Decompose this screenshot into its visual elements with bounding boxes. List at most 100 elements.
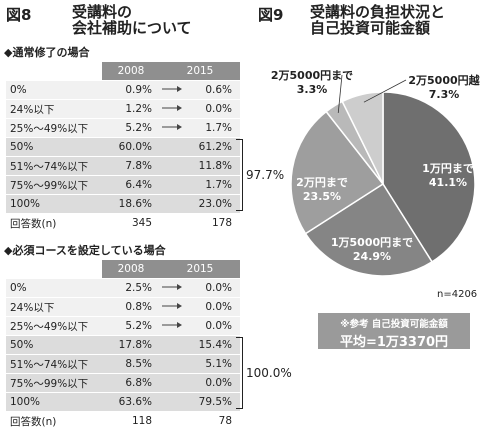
value-2008: 345 <box>102 213 160 233</box>
table-row: 75%〜99%以下 6.4% 1.7% <box>6 175 241 195</box>
row-label: 0% <box>6 278 102 298</box>
value-2008: 6.8% <box>102 373 160 393</box>
value-2008: 7.8% <box>102 156 160 176</box>
value-2015: 23.0% <box>184 194 241 214</box>
row-label: 25%〜49%以下 <box>6 316 102 336</box>
value-2008: 6.4% <box>102 175 160 195</box>
arrow-icon <box>160 213 184 233</box>
table2-bracket <box>236 337 243 409</box>
fig9-number: 図9 <box>258 6 284 24</box>
value-2008: 18.6% <box>102 194 160 214</box>
table-row: 100% 63.6% 79.5% <box>6 392 241 412</box>
fig8-number: 図8 <box>6 6 32 24</box>
arrow-icon <box>160 278 184 298</box>
table-row: 回答数(n) 345 178 <box>6 213 241 233</box>
slice-label: 2万円まで <box>296 176 348 189</box>
row-label: 75%〜99%以下 <box>6 175 102 195</box>
value-2008: 0.8% <box>102 297 160 317</box>
table-row: 25%〜49%以下 5.2% 0.0% <box>6 316 241 336</box>
table-row: 75%〜99%以下 6.8% 0.0% <box>6 373 241 393</box>
sample-size-note: n=4206 <box>437 289 478 300</box>
value-2015: 1.7% <box>184 175 241 195</box>
value-2008: 118 <box>102 411 160 431</box>
table-row: 24%以下 0.8% 0.0% <box>6 297 241 317</box>
value-2015: 0.0% <box>184 278 241 298</box>
value-2008: 2.5% <box>102 278 160 298</box>
slice-value-label: 23.5% <box>303 190 341 203</box>
value-2015: 1.7% <box>184 118 241 138</box>
value-2015: 78 <box>184 411 241 431</box>
pie-slice <box>290 110 385 235</box>
reference-value: 平均=1万3370円 <box>339 335 449 350</box>
arrow-icon <box>160 411 184 431</box>
row-label: 100% <box>6 194 102 214</box>
row-label: 50% <box>6 335 102 355</box>
value-2008: 5.2% <box>102 118 160 138</box>
arrow-icon <box>160 80 184 100</box>
row-label: 25%〜49%以下 <box>6 118 102 138</box>
value-2008: 5.2% <box>102 316 160 336</box>
arrow-icon <box>160 335 184 355</box>
fig8-title-line1: 受講料の <box>72 3 133 21</box>
pie-slice <box>304 182 434 277</box>
value-2008: 63.6% <box>102 392 160 412</box>
fig9-title-line2: 自己投資可能金額 <box>310 19 431 37</box>
slice-value-label: 7.3% <box>429 88 460 101</box>
table-row: 51%〜74%以下 8.5% 5.1% <box>6 354 241 374</box>
value-2015: 0.0% <box>184 316 241 336</box>
value-2015: 11.8% <box>184 156 241 176</box>
table-row: 50% 17.8% 15.4% <box>6 335 241 355</box>
value-2015: 0.0% <box>184 297 241 317</box>
value-2008: 8.5% <box>102 354 160 374</box>
value-2015: 61.2% <box>184 137 241 157</box>
fig9-title-line1: 受講料の負担状況と <box>310 3 446 21</box>
table2: 2008 2015 0% 2.5% 0.0% 24%以下 0.8% 0.0% 25%〜49%… <box>6 260 241 431</box>
table1-body: 0% 0.9% 0.6% 24%以下 1.2% 0.0% 25%〜49%以下 5.2% 1.7%… <box>6 80 241 233</box>
row-label: 100% <box>6 392 102 412</box>
row-label: 0% <box>6 80 102 100</box>
table2-year-2008: 2008 <box>102 260 160 279</box>
arrow-icon <box>160 99 184 119</box>
leader-line <box>337 74 343 113</box>
slice-label: 2万5000円越 <box>408 73 480 87</box>
pie-slice <box>382 91 476 263</box>
slice-label: 2万5000円まで <box>271 69 353 82</box>
value-2015: 0.0% <box>184 373 241 393</box>
table1-corner <box>6 62 102 81</box>
fig8-title-line2: 会社補助について <box>72 19 192 37</box>
value-2015: 79.5% <box>184 392 241 412</box>
table-row: 24%以下 1.2% 0.0% <box>6 99 241 119</box>
arrow-icon <box>160 175 184 195</box>
row-label: 75%〜99%以下 <box>6 373 102 393</box>
value-2015: 5.1% <box>184 354 241 374</box>
slice-label: 1万5000円まで <box>331 236 413 249</box>
table1-year-2015: 2015 <box>160 62 241 81</box>
arrow-icon <box>160 118 184 138</box>
table1-bracket-total: 97.7% <box>246 168 285 182</box>
pie-slice <box>325 100 384 185</box>
table2-heading: ◆必須コースを設定している場合 <box>4 244 166 257</box>
table-row: 25%〜49%以下 5.2% 1.7% <box>6 118 241 138</box>
table2-corner <box>6 260 102 279</box>
value-2015: 15.4% <box>184 335 241 355</box>
table-row: 50% 60.0% 61.2% <box>6 137 241 157</box>
value-2015: 0.0% <box>184 99 241 119</box>
arrow-icon <box>160 156 184 176</box>
arrow-icon <box>160 194 184 214</box>
arrow-icon <box>160 392 184 412</box>
leader-line <box>363 79 407 103</box>
arrow-icon <box>160 297 184 317</box>
slice-value-label: 3.3% <box>297 83 328 96</box>
value-2015: 0.6% <box>184 80 241 100</box>
row-label: 24%以下 <box>6 297 102 317</box>
value-2008: 0.9% <box>102 80 160 100</box>
reference-title: ※参考 自己投資可能金額 <box>340 319 448 330</box>
slice-value-label: 24.9% <box>353 250 391 263</box>
table-row: 0% 2.5% 0.0% <box>6 278 241 298</box>
table-row: 51%〜74%以下 7.8% 11.8% <box>6 156 241 176</box>
table-row: 0% 0.9% 0.6% <box>6 80 241 100</box>
row-label: 24%以下 <box>6 99 102 119</box>
table1: 2008 2015 0% 0.9% 0.6% 24%以下 1.2% 0.0% 25%〜49%… <box>6 62 241 233</box>
table2-year-2015: 2015 <box>160 260 241 279</box>
value-2008: 17.8% <box>102 335 160 355</box>
